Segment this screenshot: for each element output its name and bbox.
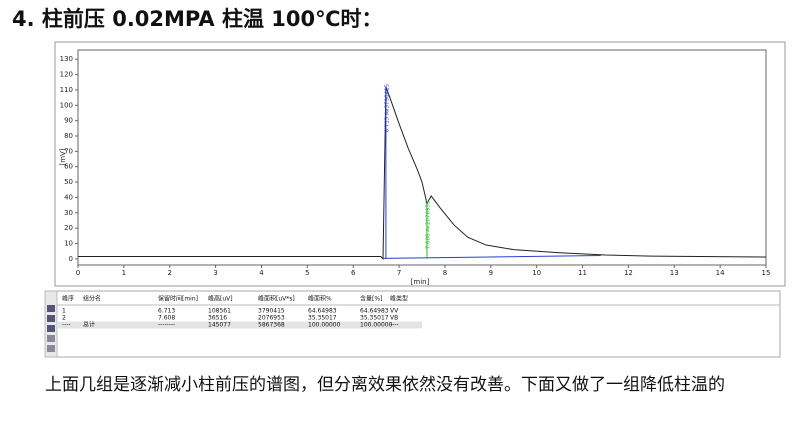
table-cell: 100.00000: [308, 322, 341, 329]
trace: [78, 86, 767, 261]
table-header: 峰类型: [390, 295, 408, 303]
table-header: 组分名: [83, 295, 101, 303]
table-cell: 64.64983: [360, 308, 389, 315]
y-tick-label: 120: [60, 71, 73, 79]
x-tick-label: 13: [670, 269, 679, 277]
y-tick-label: 80: [64, 132, 73, 140]
tool-icon[interactable]: [47, 345, 55, 352]
y-tick-label: 40: [64, 193, 73, 201]
x-tick-label: 9: [489, 269, 493, 277]
table-header: 峰面积[uV*s]: [258, 295, 295, 303]
x-tick-label: 4: [259, 269, 264, 277]
table-cell: 100.00000: [360, 322, 393, 329]
y-tick-label: 30: [64, 209, 73, 217]
table-cell: 145077: [208, 322, 231, 329]
heading: 4. 柱前压 0.02MPA 柱温 100℃时：: [12, 7, 383, 31]
table-header: 保留时间[min]: [158, 295, 198, 303]
table-cell: 总计: [83, 321, 95, 329]
table-cell: 108561: [208, 308, 231, 315]
x-tick-label: 10: [532, 269, 541, 277]
table-cell: 2076953: [258, 315, 285, 322]
y-tick-label: 70: [64, 147, 73, 155]
chart-frame: [54, 41, 786, 287]
table-header: 峰序: [62, 295, 74, 303]
x-tick-label: 8: [443, 269, 447, 277]
x-tick-label: 5: [305, 269, 309, 277]
y-tick-label: 20: [64, 224, 73, 232]
y-tick-label: 110: [60, 86, 73, 94]
table-cell: 2: [62, 315, 66, 322]
table-cell: --------: [158, 322, 175, 329]
y-tick-label: 60: [64, 163, 73, 171]
x-tick-label: 0: [76, 269, 80, 277]
x-tick-label: 15: [762, 269, 771, 277]
table-header: 峰高[uV]: [208, 295, 233, 303]
tool-icon[interactable]: [47, 335, 55, 342]
table-cell: 36516: [208, 315, 227, 322]
table-cell: ----: [62, 322, 71, 329]
y-tick-label: 10: [64, 240, 73, 248]
plot-area: [77, 49, 767, 266]
tool-icon[interactable]: [47, 325, 55, 332]
tool-icon[interactable]: [47, 305, 55, 312]
table-cell: 35.35017: [360, 315, 389, 322]
y-tick-label: 130: [60, 55, 73, 63]
trace: [383, 254, 601, 259]
table-cell: VB: [390, 315, 398, 322]
y-tick-label: 50: [64, 178, 73, 186]
x-tick-label: 7: [397, 269, 401, 277]
peak-label: 6.713 Av3790415: [384, 83, 390, 132]
table-cell: 5867368: [258, 322, 285, 329]
x-tick-label: 11: [578, 269, 587, 277]
table-header: 峰面积%: [308, 295, 332, 303]
tool-icon[interactable]: [47, 315, 55, 322]
y-axis-label: [mV]: [59, 148, 67, 165]
table-cell: 64.64983: [308, 308, 337, 315]
table-cell: 1: [62, 308, 66, 315]
table-cell: 6.713: [158, 308, 175, 315]
x-tick-label: 2: [167, 269, 171, 277]
x-tick-label: 1: [122, 269, 126, 277]
paragraph: 上面几组是逐渐减小柱前压的谱图，但分离效果依然没有改善。下面又做了一组降低柱温的: [45, 375, 725, 395]
y-tick-label: 90: [64, 117, 73, 125]
x-tick-label: 14: [716, 269, 725, 277]
total-row-bg: [57, 321, 422, 329]
y-tick-label: 0: [69, 255, 73, 263]
table-cell: ----: [390, 322, 399, 329]
x-axis-label: [min]: [411, 278, 430, 286]
x-tick-label: 12: [624, 269, 633, 277]
x-tick-label: 3: [213, 269, 217, 277]
table-cell: 3790415: [258, 308, 285, 315]
x-tick-label: 6: [351, 269, 356, 277]
y-tick-label: 100: [60, 101, 73, 109]
table-header: 含量[%]: [360, 295, 382, 303]
table-cell: VV: [390, 308, 399, 315]
table-cell: 35.35017: [308, 315, 337, 322]
peak-label: 7.608 Av2076953: [425, 200, 431, 249]
table-cell: 7.608: [158, 315, 175, 322]
